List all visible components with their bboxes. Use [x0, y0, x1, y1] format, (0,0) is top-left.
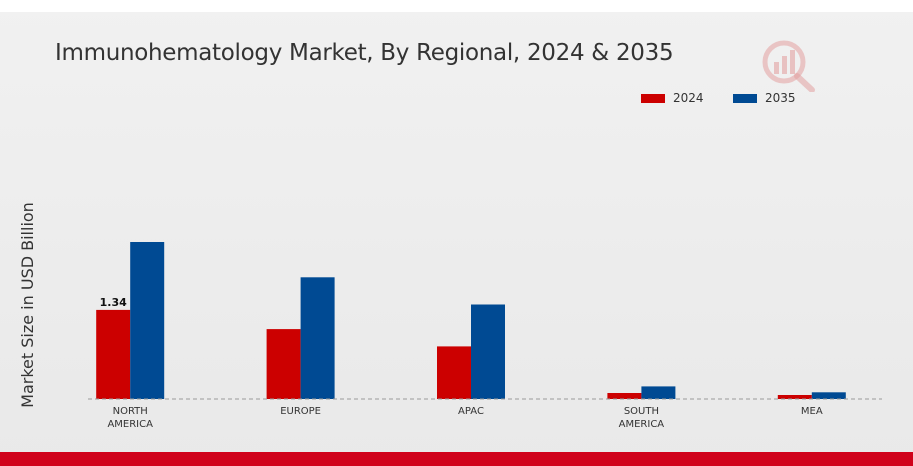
bar-2035-south-america: [641, 386, 676, 399]
bar-2024-mea: [777, 395, 812, 399]
x-tick-label: SOUTH AMERICA: [619, 406, 665, 430]
bottom-accent-bar: [0, 452, 913, 466]
chart-title: Immunohematology Market, By Regional, 20…: [55, 40, 674, 66]
x-tick-label: APAC: [458, 406, 484, 417]
top-strip: [0, 0, 913, 12]
bar-2024-south-america: [607, 393, 642, 399]
bars-group: 1.34: [96, 242, 846, 399]
bar-2035-north-america: [130, 242, 165, 399]
x-tick-label: MEA: [801, 406, 823, 417]
bar-2035-europe: [300, 277, 335, 399]
legend-swatch-2024: [641, 93, 665, 103]
bar-2024-europe: [266, 329, 301, 399]
x-tick-label: EUROPE: [280, 406, 321, 417]
x-tick-label: NORTH AMERICA: [107, 406, 153, 430]
bar-2024-north-america: [96, 309, 131, 399]
legend-label-2035: 2035: [765, 91, 796, 105]
data-label: 1.34: [100, 296, 127, 309]
legend-label-2024: 2024: [673, 91, 704, 105]
x-tick-labels: NORTH AMERICA EUROPE APAC SOUTH AMERICA MEA: [107, 406, 822, 430]
legend-item-2035: 2035: [733, 91, 796, 105]
bar-2024-apac: [437, 346, 471, 399]
bar-2035-mea: [811, 392, 846, 399]
legend-swatch-2035: [733, 93, 757, 103]
y-axis-label: Market Size in USD Billion: [18, 202, 37, 408]
legend-item-2024: 2024: [641, 91, 704, 105]
market-research-logo-icon: [758, 36, 818, 93]
bar-2035-apac: [471, 304, 505, 399]
